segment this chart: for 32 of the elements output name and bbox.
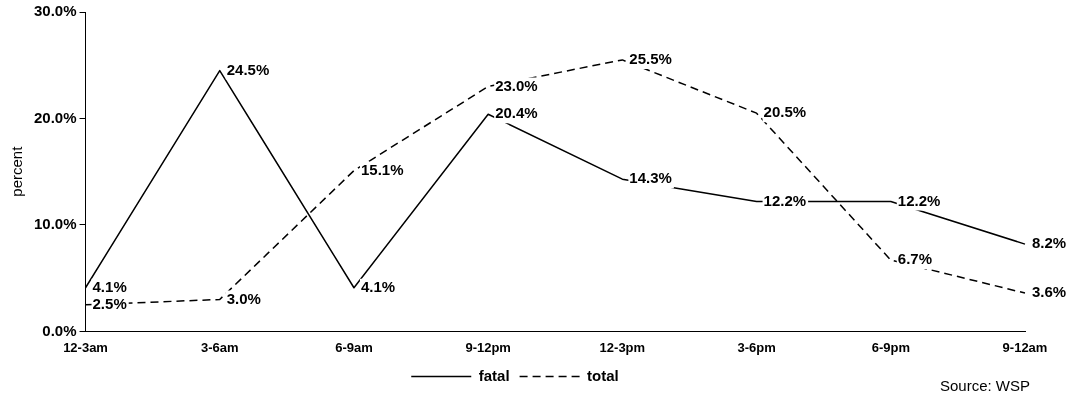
y-tick-label: 30.0% <box>33 2 77 20</box>
y-tick-label: 0.0% <box>42 321 77 339</box>
x-tick-label: 12-3am <box>63 339 108 355</box>
data-label: 3.6% <box>1032 283 1067 301</box>
data-label: 2.5% <box>92 294 127 312</box>
data-label: 4.1% <box>92 277 127 295</box>
source-note: Source: WSP <box>939 376 1030 394</box>
x-tick-label: 9-12pm <box>465 339 511 355</box>
y-axis-title: percent <box>8 145 26 197</box>
data-label: 12.2% <box>763 191 807 209</box>
data-label: 25.5% <box>629 50 672 68</box>
x-tick-label: 3-6am <box>200 339 239 355</box>
data-label: 20.5% <box>763 103 807 121</box>
data-label: 4.1% <box>360 277 396 295</box>
data-label: 15.1% <box>360 160 404 178</box>
x-tick-label: 9-12am <box>1002 339 1048 355</box>
legend-label: fatal <box>478 366 510 384</box>
data-label: 3.0% <box>226 289 261 307</box>
x-tick-label: 6-9am <box>335 339 373 355</box>
x-tick-label: 6-9pm <box>871 339 910 355</box>
data-label: 23.0% <box>495 76 538 94</box>
data-label: 14.3% <box>629 169 672 187</box>
data-label: 24.5% <box>226 60 270 78</box>
data-label: 20.4% <box>495 104 538 122</box>
data-label: 8.2% <box>1032 234 1067 252</box>
y-tick-label: 20.0% <box>33 108 77 126</box>
data-label: 12.2% <box>897 191 941 209</box>
x-tick-label: 3-6pm <box>737 339 776 355</box>
data-label: 6.7% <box>897 250 932 268</box>
legend-label: total <box>587 366 619 384</box>
x-tick-label: 12-3pm <box>599 339 646 355</box>
y-tick-label: 10.0% <box>33 215 77 233</box>
